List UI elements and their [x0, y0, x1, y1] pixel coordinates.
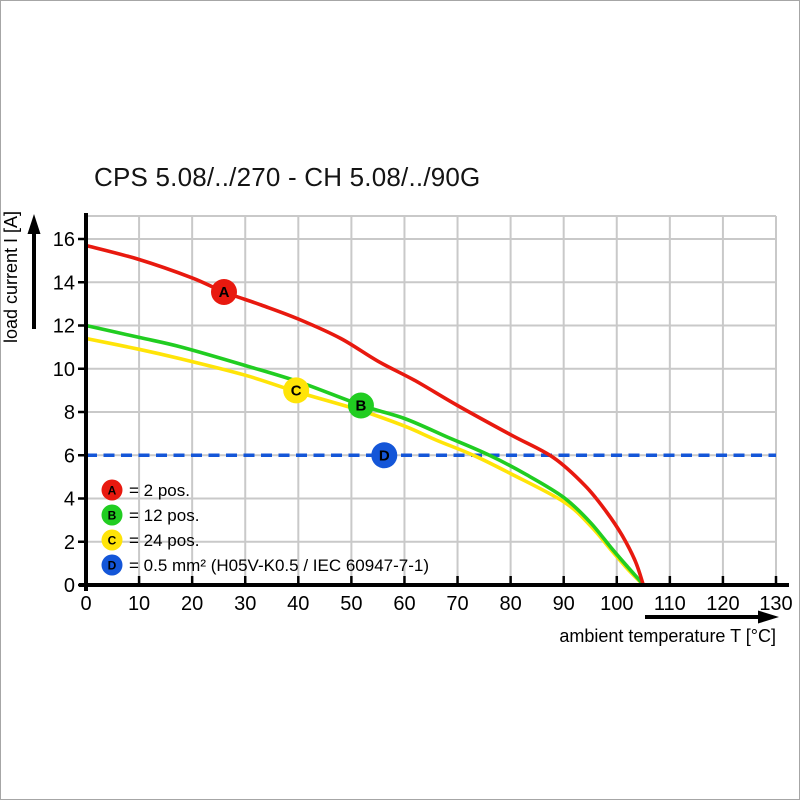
- curve-markers: A B C D: [211, 278, 398, 469]
- legend-badge-letter: D: [108, 558, 117, 572]
- legend: A = 2 pos. B = 12 pos. C = 24 pos. D = 0.5 mm² …: [101, 479, 429, 576]
- legend-item-text: = 24 pos.: [129, 531, 199, 550]
- legend-badge-letter: A: [108, 483, 117, 497]
- y-tick-label: 10: [53, 359, 75, 381]
- x-tick-label: 110: [654, 593, 686, 615]
- marker-letter-D: D: [379, 447, 390, 464]
- marker-letter-C: C: [291, 383, 302, 400]
- x-tick-label: 100: [600, 593, 633, 615]
- y-tick-label: 6: [64, 445, 75, 467]
- legend-badge-A: [101, 479, 123, 501]
- legend-item-text: = 0.5 mm² (H05V-K0.5 / IEC 60947-7-1): [129, 556, 429, 575]
- axis-labels: load current I [A] ambient temperature T …: [1, 211, 779, 646]
- x-tick-label: 80: [499, 593, 521, 615]
- legend-badge-D: [101, 554, 123, 576]
- marker-circle-C: [283, 377, 310, 404]
- marker-letter-B: B: [356, 398, 367, 415]
- legend-item-D: D = 0.5 mm² (H05V-K0.5 / IEC 60947-7-1): [101, 554, 429, 576]
- legend-item-B: B = 12 pos.: [101, 504, 199, 526]
- legend-badge-C: [101, 529, 123, 551]
- y-tick-label: 12: [53, 316, 75, 338]
- legend-item-A: A = 2 pos.: [101, 479, 190, 501]
- x-tick-label: 40: [287, 593, 309, 615]
- marker-C: C: [283, 377, 310, 404]
- y-axis-arrowhead-icon: [27, 214, 41, 234]
- legend-item-text: = 2 pos.: [129, 481, 190, 500]
- legend-badge-letter: B: [108, 508, 117, 522]
- y-tick-label: 2: [64, 532, 75, 554]
- axes: 0 10 20 30 40 50 60 70 80 90 100 110 120 130 0 2 4 6 8 10 12…: [53, 213, 793, 615]
- y-tick-label: 14: [53, 272, 75, 294]
- x-tick-label: 20: [181, 593, 203, 615]
- grid: [86, 215, 777, 585]
- legend-item-text: = 12 pos.: [129, 506, 199, 525]
- x-tick-label: 70: [446, 593, 468, 615]
- marker-circle-D: [371, 442, 398, 469]
- curve-B: [84, 323, 646, 587]
- marker-D: D: [371, 442, 398, 469]
- x-tick-label: 10: [128, 593, 150, 615]
- legend-badge-letter: C: [108, 533, 117, 547]
- x-tick-label: 0: [80, 593, 91, 615]
- marker-B: B: [347, 392, 374, 419]
- y-tick-label: 0: [64, 575, 75, 597]
- legend-item-C: C = 24 pos.: [101, 529, 199, 551]
- x-tick-label: 120: [706, 593, 739, 615]
- x-axis-title: ambient temperature T [°C]: [559, 626, 776, 646]
- marker-A: A: [211, 278, 237, 305]
- x-axis-arrowhead-icon: [758, 610, 779, 624]
- y-axis-title: load current I [A]: [1, 211, 21, 343]
- y-tick-label: 4: [64, 489, 75, 511]
- legend-badge-B: [101, 504, 123, 526]
- marker-circle-B: [347, 392, 374, 419]
- marker-letter-A: A: [219, 284, 230, 301]
- chart-title: CPS 5.08/../270 - CH 5.08/../90G: [94, 162, 481, 192]
- x-tick-label: 90: [553, 593, 575, 615]
- marker-circle-A: [211, 278, 237, 305]
- x-tick-label: 130: [759, 593, 792, 615]
- x-tick-label: 60: [393, 593, 415, 615]
- x-tick-label: 30: [234, 593, 256, 615]
- y-tick-label: 8: [64, 402, 75, 424]
- y-tick-label: 16: [53, 229, 75, 251]
- x-tick-label: 50: [340, 593, 362, 615]
